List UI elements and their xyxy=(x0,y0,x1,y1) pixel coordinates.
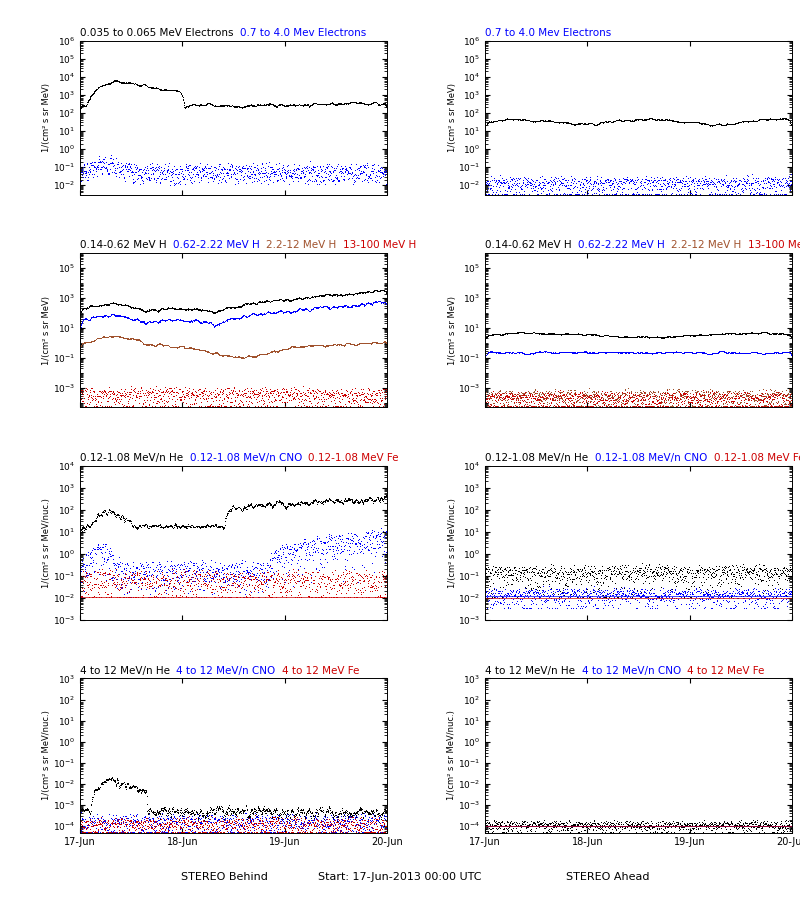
Text: 0.12-1.08 MeV Fe: 0.12-1.08 MeV Fe xyxy=(309,453,406,464)
Text: 0.62-2.22 MeV H: 0.62-2.22 MeV H xyxy=(173,240,266,250)
Text: 2.2-12 MeV H: 2.2-12 MeV H xyxy=(266,240,343,250)
Y-axis label: 1/(cm² s sr MeV/nuc.): 1/(cm² s sr MeV/nuc.) xyxy=(42,498,51,588)
Text: 13-100 MeV H: 13-100 MeV H xyxy=(343,240,423,250)
Text: STEREO Ahead: STEREO Ahead xyxy=(566,872,650,882)
Text: 0.12-1.08 MeV/n He: 0.12-1.08 MeV/n He xyxy=(80,453,190,464)
Text: 0.14-0.62 MeV H: 0.14-0.62 MeV H xyxy=(80,240,173,250)
Text: 0.035 to 0.065 MeV Electrons: 0.035 to 0.065 MeV Electrons xyxy=(80,28,240,38)
Text: 0.12-1.08 MeV/n He: 0.12-1.08 MeV/n He xyxy=(485,453,594,464)
Text: STEREO Behind: STEREO Behind xyxy=(181,872,267,882)
Text: 0.62-2.22 MeV H: 0.62-2.22 MeV H xyxy=(578,240,671,250)
Y-axis label: 1/(cm² s sr MeV): 1/(cm² s sr MeV) xyxy=(42,83,51,152)
Text: 4 to 12 MeV/n He: 4 to 12 MeV/n He xyxy=(80,666,177,676)
Text: 0.12-1.08 MeV Fe: 0.12-1.08 MeV Fe xyxy=(714,453,800,464)
Y-axis label: 1/(cm² s sr MeV): 1/(cm² s sr MeV) xyxy=(447,296,457,364)
Text: 4 to 12 MeV/n CNO: 4 to 12 MeV/n CNO xyxy=(177,666,282,676)
Text: 4 to 12 MeV Fe: 4 to 12 MeV Fe xyxy=(687,666,771,676)
Text: 0.12-1.08 MeV/n CNO: 0.12-1.08 MeV/n CNO xyxy=(190,453,309,464)
Text: 4 to 12 MeV/n CNO: 4 to 12 MeV/n CNO xyxy=(582,666,687,676)
Text: 4 to 12 MeV Fe: 4 to 12 MeV Fe xyxy=(282,666,366,676)
Text: 0.7 to 4.0 Mev Electrons: 0.7 to 4.0 Mev Electrons xyxy=(485,28,618,38)
Text: 0.12-1.08 MeV/n CNO: 0.12-1.08 MeV/n CNO xyxy=(594,453,714,464)
Text: 4 to 12 MeV/n He: 4 to 12 MeV/n He xyxy=(485,666,582,676)
Y-axis label: 1/(cm² s sr MeV/nuc.): 1/(cm² s sr MeV/nuc.) xyxy=(447,710,456,800)
Text: 13-100 MeV H: 13-100 MeV H xyxy=(748,240,800,250)
Text: 2.2-12 MeV H: 2.2-12 MeV H xyxy=(671,240,748,250)
Y-axis label: 1/(cm² s sr MeV): 1/(cm² s sr MeV) xyxy=(447,83,457,152)
Y-axis label: 1/(cm² s sr MeV): 1/(cm² s sr MeV) xyxy=(42,296,51,364)
Text: 0.7 to 4.0 Mev Electrons: 0.7 to 4.0 Mev Electrons xyxy=(240,28,373,38)
Y-axis label: 1/(cm² s sr MeV/nuc.): 1/(cm² s sr MeV/nuc.) xyxy=(447,498,457,588)
Y-axis label: 1/(cm² s sr MeV/nuc.): 1/(cm² s sr MeV/nuc.) xyxy=(42,710,51,800)
Text: 0.14-0.62 MeV H: 0.14-0.62 MeV H xyxy=(485,240,578,250)
Text: Start: 17-Jun-2013 00:00 UTC: Start: 17-Jun-2013 00:00 UTC xyxy=(318,872,482,882)
